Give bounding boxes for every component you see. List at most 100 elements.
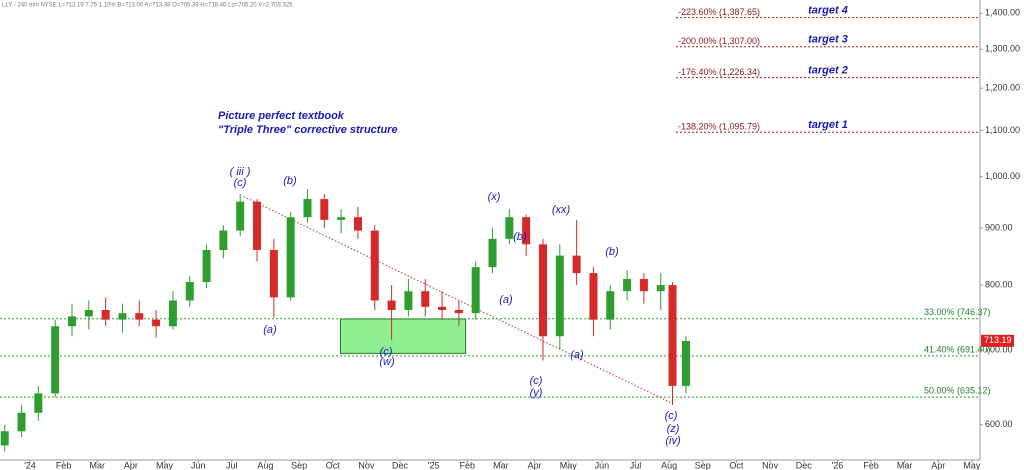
candle-body [168,300,177,327]
target-level-label: -176.40% (1,226.34) [678,67,760,77]
candle-body [101,309,110,320]
target-level-label: -200.00% (1,307.00) [678,36,760,46]
last-price-label: 713.19 [984,335,1012,345]
x-tick-label: May [156,460,174,470]
candle-body [269,249,278,298]
note: "Triple Three" corrective structure [218,124,398,136]
candle-body [84,309,93,317]
y-tick-label: 1,300.00 [985,44,1020,54]
x-tick-label: Jul [630,460,642,470]
x-tick-label: '25 [428,460,440,470]
candle-body [219,230,228,250]
x-tick-label: Oct [729,460,744,470]
candle-body [253,201,262,250]
wave-label: (a) [499,294,513,306]
wave-label: (b) [283,175,297,187]
candle-body [370,230,379,301]
candle-body [606,291,615,320]
wave-label: (z) [667,423,680,435]
candle-body [337,217,346,220]
candle-body [286,217,295,298]
x-tick-label: Apr [528,460,542,470]
target-label: target 4 [808,5,848,17]
candle-body [320,199,329,220]
candle-body [303,199,312,218]
y-tick-label: 1,200.00 [985,83,1020,93]
candle-body [639,279,648,292]
wave-label: (b) [605,246,619,258]
retracement-label: 50.00% (635.12) [924,386,991,396]
note: Picture perfect textbook [218,110,345,122]
zone [339,318,467,354]
target-level-label: -138.20% (1,095.79) [678,122,760,132]
candle-body [681,340,690,386]
candle-body [454,309,463,314]
candle-body [34,393,43,413]
wave-label: (c) [380,346,393,358]
y-tick-label: 800.00 [985,279,1013,289]
target-label: target 2 [808,65,848,77]
header: LLY - 240 min NYSE L=713.19 7.75 1.10% B… [2,3,293,9]
x-tick-label: Jun [191,460,206,470]
x-tick-label: Oct [326,460,341,470]
wave-label: (iv) [665,435,681,447]
y-tick-label: 1,000.00 [985,171,1020,181]
candle-body [185,282,194,301]
x-tick-label: Mar [493,460,509,470]
x-tick-label: Apr [931,460,945,470]
wave-labels: ( iii ) (c) (b) (a) (c) (w) (x) (b) (a) … [230,166,681,447]
retracement-label: 33.00% (746.37) [924,307,991,317]
x-tick-label: Feb [460,460,476,470]
candle-body [17,412,26,432]
wave-label: (c) [530,375,543,387]
x-tick-label: Jun [595,460,610,470]
y-tick-label: 900.00 [985,222,1013,232]
retracement-label: 41.40% (691.40) [924,344,991,354]
x-tick-label: Sep [695,460,711,470]
candle-body [505,217,514,239]
y-tick-label: 1,100.00 [985,125,1020,135]
candle-body [488,238,497,268]
wave-label: (a) [570,349,584,361]
x-tick-label: Sep [291,460,307,470]
x-tick-label: Apr [124,460,138,470]
x-tick-label: Mar [897,460,913,470]
last-price-tag [981,334,1014,347]
wave-label: (a) [263,324,277,336]
x-tick-label: Dec [796,460,813,470]
x-tick-label: '24 [24,460,36,470]
candle-body [522,217,531,245]
wave-label: ( iii ) [230,166,251,178]
candle-body [135,313,144,320]
candle-body [555,255,564,337]
y-tick-label: 700.00 [985,344,1013,354]
wave-label: (xx) [552,204,571,216]
candle-body [471,267,480,314]
x-tick-label: Aug [257,460,273,470]
wave-label: (w) [379,356,395,368]
wave-label: (y) [530,387,543,399]
candle-body [656,285,665,292]
x-tick-label: Mar [89,460,105,470]
candle-body [202,249,211,283]
wave-label: (b) [513,231,527,243]
candle-body [0,431,9,446]
x-tick-label: Feb [56,460,72,470]
y-tick-label: 600.00 [985,419,1013,429]
candle-body [572,255,581,274]
candle-body [67,316,76,327]
x-tick-label: Dec [392,460,409,470]
target-label: target 1 [808,119,848,131]
candle-body [404,291,413,310]
candle-body [118,313,127,320]
wave-label: (c) [234,177,247,189]
x-tick-label: May [560,460,578,470]
x-tick-label: May [963,460,981,470]
candle-body [152,319,161,327]
candle-body [589,273,598,320]
candle-body [623,279,632,292]
candle-body [387,300,396,310]
y-tick-label: 1,400.00 [985,8,1020,18]
target-level-label: -223.60% (1,387.65) [678,7,760,17]
